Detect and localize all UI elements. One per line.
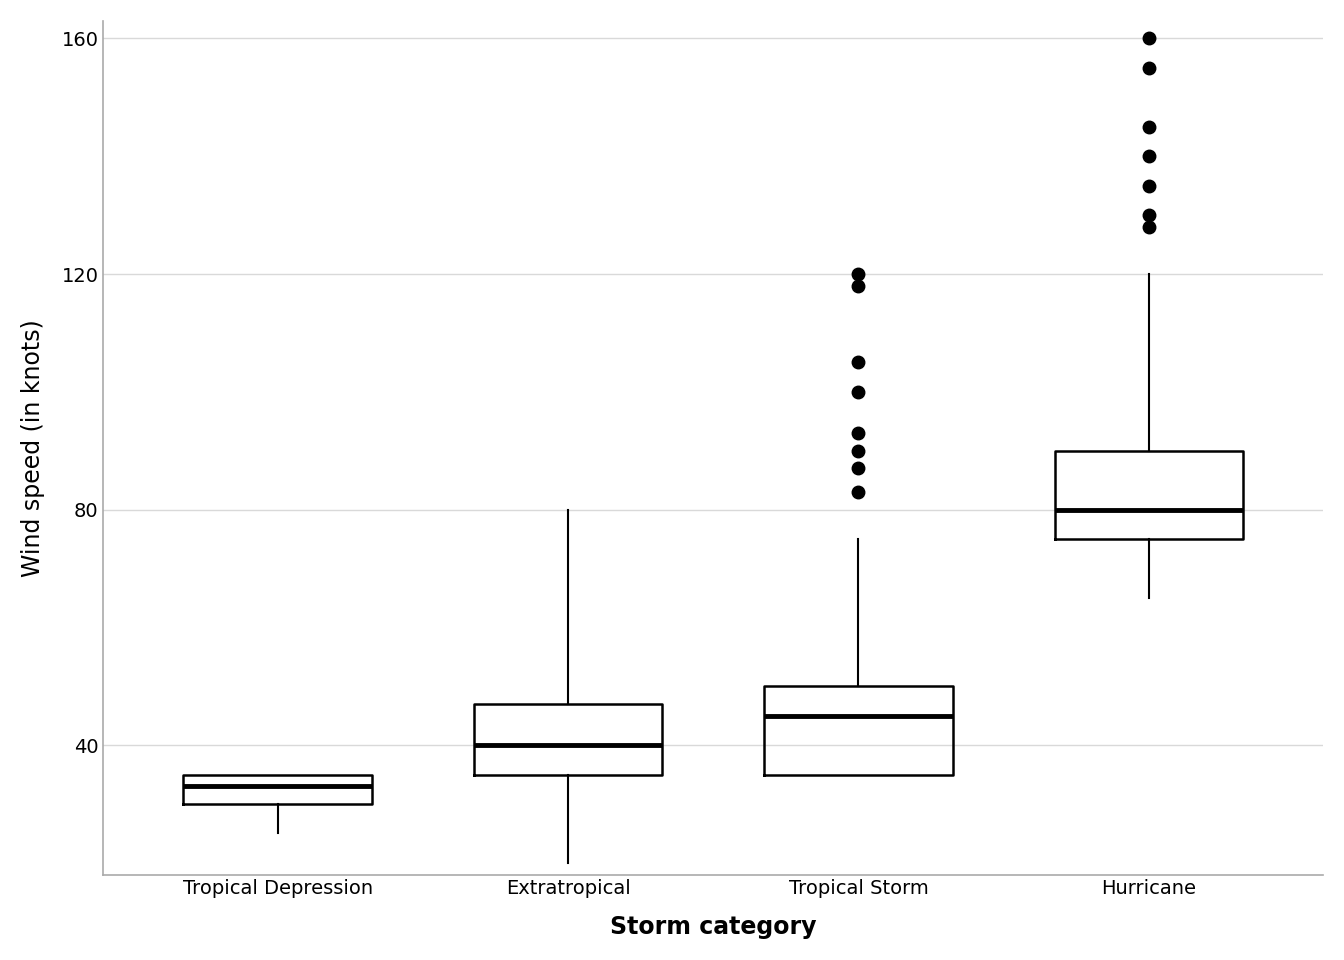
X-axis label: Storm category: Storm category <box>610 915 817 939</box>
Y-axis label: Wind speed (in knots): Wind speed (in knots) <box>22 319 44 577</box>
